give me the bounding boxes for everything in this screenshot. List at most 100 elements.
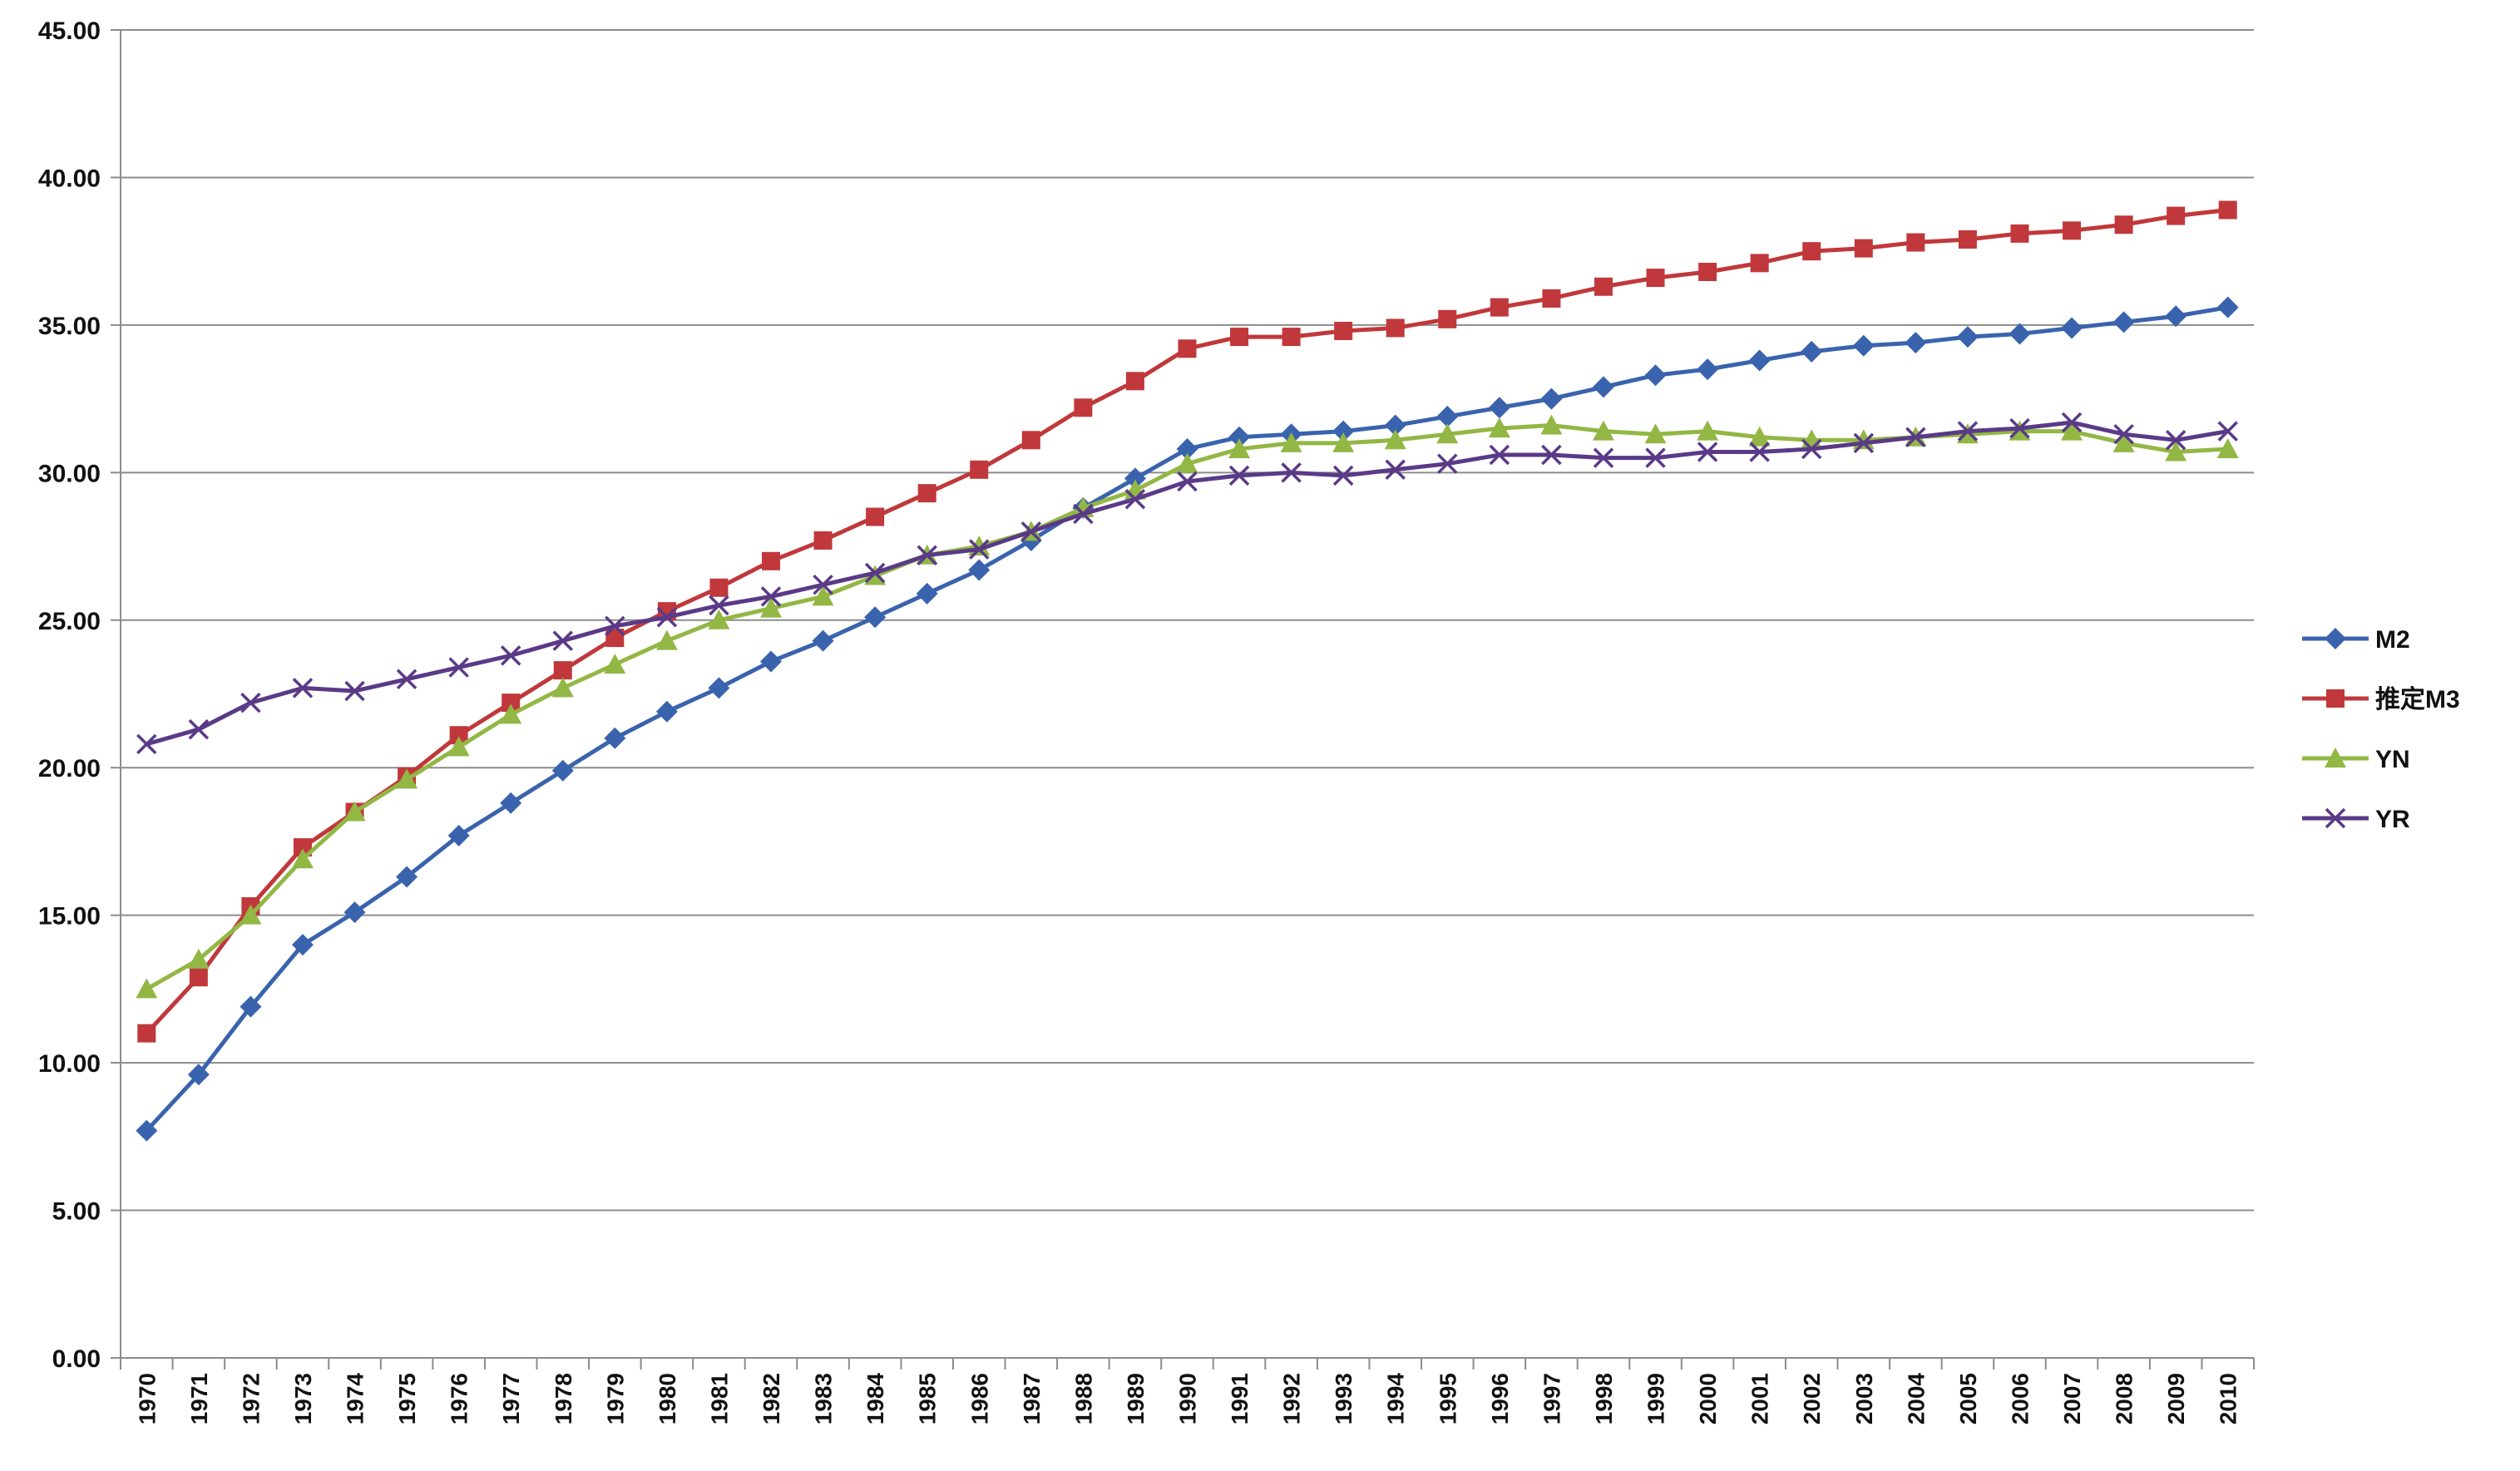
data-point	[188, 718, 210, 740]
series-0	[136, 296, 2239, 1142]
y-tick-label: 0.00	[52, 1345, 101, 1373]
x-tick-label: 1994	[1383, 1373, 1409, 1425]
data-point	[968, 559, 991, 581]
data-point	[1748, 349, 1771, 372]
data-point	[553, 661, 572, 680]
data-point	[136, 733, 157, 755]
y-tick-label: 25.00	[38, 608, 101, 635]
x-tick-label: 1985	[915, 1373, 941, 1424]
data-point	[1905, 332, 1927, 354]
data-point	[864, 562, 886, 584]
data-point	[552, 630, 574, 651]
data-point	[1178, 339, 1197, 358]
data-point	[1386, 318, 1405, 338]
data-point	[1228, 465, 1250, 486]
data-point	[1644, 423, 1667, 444]
data-point	[1489, 444, 1510, 466]
y-tick-label: 45.00	[38, 17, 101, 45]
data-point	[708, 609, 730, 629]
x-tick-label: 2008	[2112, 1373, 2137, 1424]
y-tick-label: 30.00	[38, 460, 101, 487]
x-tick-label: 1981	[706, 1373, 732, 1424]
data-point	[1697, 420, 1719, 441]
data-point	[760, 650, 783, 673]
data-point	[2112, 311, 2135, 333]
data-point	[1592, 376, 1614, 398]
data-point	[1125, 372, 1144, 391]
data-point	[970, 460, 989, 479]
data-point	[2010, 224, 2029, 243]
x-tick-label: 2009	[2163, 1373, 2189, 1424]
x-tick-label: 2006	[2007, 1373, 2033, 1424]
data-point	[864, 606, 887, 629]
x-tick-label: 1978	[551, 1373, 576, 1424]
data-point	[396, 768, 418, 789]
data-point	[916, 582, 938, 605]
legend-label: M2	[2375, 626, 2410, 654]
x-tick-label: 1970	[134, 1373, 160, 1424]
x-tick-label: 1991	[1227, 1373, 1253, 1424]
data-point	[1228, 437, 1251, 458]
data-point	[292, 678, 314, 698]
data-point	[189, 968, 208, 987]
data-point	[447, 824, 470, 847]
data-point	[1542, 289, 1561, 308]
data-point	[2218, 200, 2237, 220]
x-tick-label: 2002	[1799, 1373, 1825, 1424]
data-point	[2061, 420, 2083, 441]
data-point	[1540, 387, 1563, 410]
data-point	[604, 654, 626, 674]
data-point	[1905, 427, 1926, 447]
y-tick-label: 35.00	[38, 313, 101, 340]
data-point	[1541, 444, 1562, 466]
data-point	[1801, 438, 1822, 460]
data-point	[760, 586, 782, 607]
data-point	[2217, 421, 2238, 442]
data-point	[917, 484, 936, 503]
data-point	[344, 680, 365, 702]
x-tick-label: 2003	[1851, 1373, 1877, 1424]
data-point	[605, 615, 625, 637]
data-point	[655, 700, 678, 723]
data-point	[1332, 420, 1355, 442]
data-point	[2216, 437, 2239, 458]
data-point	[500, 645, 521, 666]
data-point	[187, 948, 210, 969]
x-tick-label: 1988	[1070, 1373, 1096, 1424]
data-point	[866, 507, 885, 526]
series-lines	[136, 200, 2239, 1142]
data-point	[1645, 447, 1666, 468]
x-tick-label: 1972	[238, 1373, 264, 1424]
data-point	[604, 727, 626, 749]
x-tick-label: 2007	[2059, 1373, 2085, 1424]
data-point	[1488, 417, 1510, 438]
data-point	[2216, 296, 2239, 318]
data-point	[1124, 489, 1146, 510]
data-point	[2165, 305, 2187, 328]
x-tick-label: 1977	[498, 1373, 524, 1424]
axes	[111, 29, 2255, 1370]
data-point	[1956, 326, 1979, 348]
data-point	[1384, 429, 1406, 450]
data-point	[917, 545, 937, 565]
data-point	[1801, 340, 1823, 363]
x-tick-label: 2005	[1955, 1373, 1981, 1424]
data-point	[1281, 462, 1302, 483]
data-point	[2114, 215, 2133, 234]
data-point	[1749, 442, 1770, 462]
x-tick-label: 1983	[811, 1373, 837, 1424]
data-point	[2061, 412, 2083, 433]
x-tick-label: 1986	[966, 1373, 992, 1424]
y-tick-label: 15.00	[38, 903, 101, 930]
y-tick-label: 5.00	[52, 1198, 101, 1226]
x-tick-label: 1979	[602, 1373, 628, 1424]
x-tick-label: 1971	[186, 1373, 212, 1424]
data-point	[708, 677, 730, 699]
data-point	[343, 901, 366, 924]
data-point	[605, 629, 625, 648]
data-point	[1176, 437, 1198, 460]
data-point	[2061, 317, 2083, 339]
data-point	[762, 551, 781, 570]
data-point	[1852, 334, 1875, 357]
